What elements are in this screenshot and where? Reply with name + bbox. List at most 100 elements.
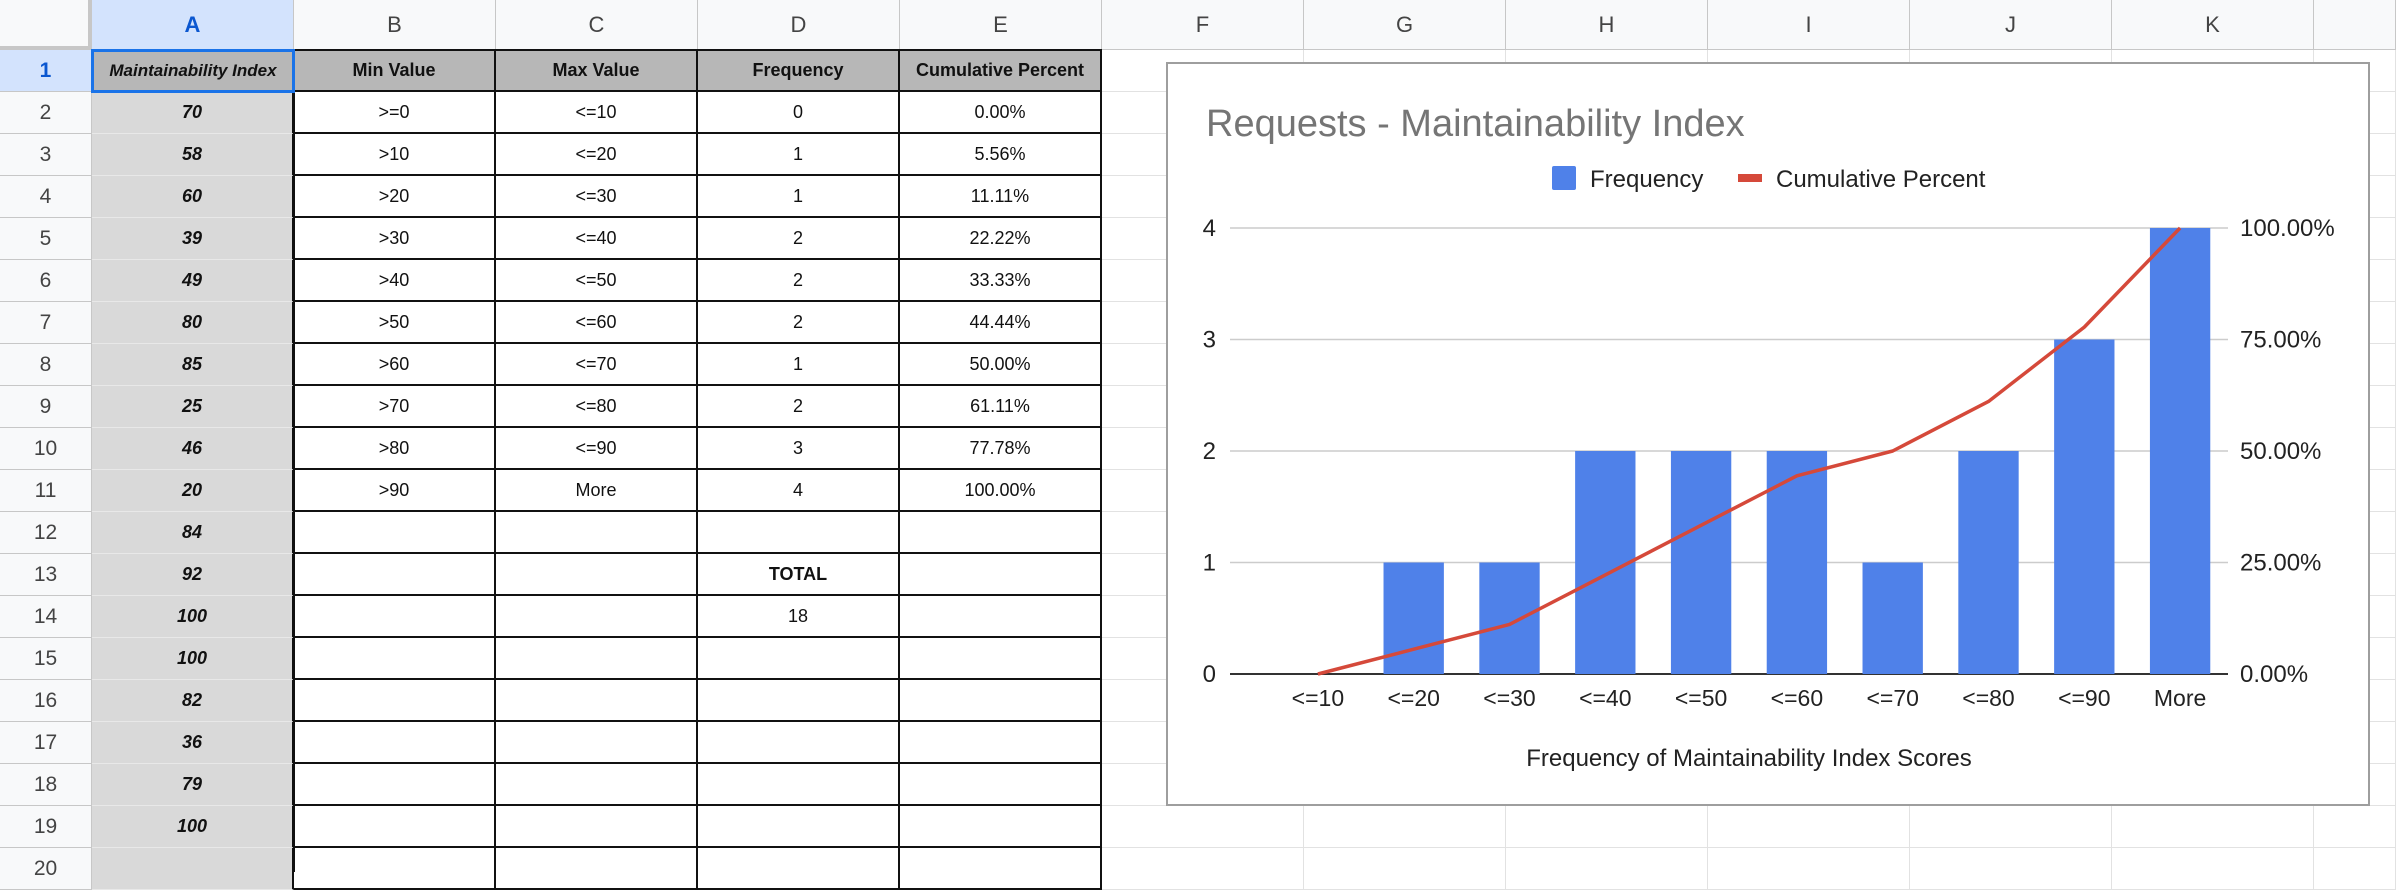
row-header-8[interactable]: 8 bbox=[0, 344, 92, 386]
table-cell-empty[interactable] bbox=[900, 554, 1102, 596]
table-cell-empty[interactable] bbox=[900, 512, 1102, 554]
row-header-7[interactable]: 7 bbox=[0, 302, 92, 344]
column-header-a[interactable]: A bbox=[92, 0, 294, 50]
cell-a-value[interactable]: 100 bbox=[92, 596, 294, 638]
table-cell-empty[interactable] bbox=[294, 722, 496, 764]
cell-a-value[interactable]: 36 bbox=[92, 722, 294, 764]
table-cell[interactable]: 5.56% bbox=[900, 134, 1102, 176]
table-cell[interactable]: 44.44% bbox=[900, 302, 1102, 344]
table-cell-empty[interactable] bbox=[294, 512, 496, 554]
cell-a-value[interactable]: 82 bbox=[92, 680, 294, 722]
table-cell[interactable]: <=20 bbox=[496, 134, 698, 176]
table-cell[interactable]: >30 bbox=[294, 218, 496, 260]
grid-cell[interactable] bbox=[1910, 806, 2112, 848]
column-header-h[interactable]: H bbox=[1506, 0, 1708, 50]
table-cell-empty[interactable] bbox=[496, 848, 698, 890]
table-header-cell[interactable]: Frequency bbox=[698, 50, 900, 92]
row-header-19[interactable]: 19 bbox=[0, 806, 92, 848]
table-cell-empty[interactable] bbox=[900, 848, 1102, 890]
column-header-c[interactable]: C bbox=[496, 0, 698, 50]
table-cell-empty[interactable] bbox=[294, 848, 496, 890]
cell-a-value[interactable]: 39 bbox=[92, 218, 294, 260]
table-cell[interactable]: >40 bbox=[294, 260, 496, 302]
table-cell[interactable]: >10 bbox=[294, 134, 496, 176]
cell-a-value[interactable]: 58 bbox=[92, 134, 294, 176]
table-cell[interactable]: 1 bbox=[698, 176, 900, 218]
table-cell[interactable]: >90 bbox=[294, 470, 496, 512]
cell-a-value[interactable]: 46 bbox=[92, 428, 294, 470]
table-cell-empty[interactable] bbox=[900, 764, 1102, 806]
grid-cell[interactable] bbox=[1102, 806, 1304, 848]
cell-a-value[interactable]: 84 bbox=[92, 512, 294, 554]
table-cell[interactable]: >60 bbox=[294, 344, 496, 386]
table-header-cell[interactable]: Max Value bbox=[496, 50, 698, 92]
table-cell[interactable]: >50 bbox=[294, 302, 496, 344]
table-cell[interactable]: <=40 bbox=[496, 218, 698, 260]
table-cell[interactable]: <=60 bbox=[496, 302, 698, 344]
cell-a-value[interactable]: 70 bbox=[92, 92, 294, 134]
table-cell[interactable]: 33.33% bbox=[900, 260, 1102, 302]
table-cell-empty[interactable] bbox=[496, 512, 698, 554]
column-header-d[interactable]: D bbox=[698, 0, 900, 50]
table-cell[interactable]: >70 bbox=[294, 386, 496, 428]
table-cell-empty[interactable] bbox=[496, 638, 698, 680]
table-cell-empty[interactable] bbox=[698, 512, 900, 554]
table-cell[interactable]: 0 bbox=[698, 92, 900, 134]
grid-cell[interactable] bbox=[1102, 848, 1304, 890]
cell-a1-header[interactable]: Maintainability Index bbox=[92, 50, 294, 92]
grid-cell[interactable] bbox=[1304, 806, 1506, 848]
table-cell[interactable]: <=10 bbox=[496, 92, 698, 134]
table-cell[interactable]: 2 bbox=[698, 218, 900, 260]
table-cell[interactable]: 1 bbox=[698, 344, 900, 386]
table-cell-empty[interactable] bbox=[698, 848, 900, 890]
table-cell-empty[interactable] bbox=[294, 680, 496, 722]
table-cell-empty[interactable] bbox=[900, 638, 1102, 680]
table-cell-empty[interactable] bbox=[698, 722, 900, 764]
row-header-20[interactable]: 20 bbox=[0, 848, 92, 890]
cell-a-value[interactable]: 25 bbox=[92, 386, 294, 428]
table-cell-empty[interactable] bbox=[496, 596, 698, 638]
table-cell[interactable]: 0.00% bbox=[900, 92, 1102, 134]
table-cell[interactable]: <=90 bbox=[496, 428, 698, 470]
table-cell[interactable]: 50.00% bbox=[900, 344, 1102, 386]
table-cell-empty[interactable] bbox=[496, 806, 698, 848]
column-header-i[interactable]: I bbox=[1708, 0, 1910, 50]
table-cell-empty[interactable] bbox=[698, 806, 900, 848]
cell-a-value[interactable]: 85 bbox=[92, 344, 294, 386]
grid-cell[interactable] bbox=[1506, 806, 1708, 848]
table-cell-empty[interactable] bbox=[900, 596, 1102, 638]
row-header-5[interactable]: 5 bbox=[0, 218, 92, 260]
table-cell[interactable]: 1 bbox=[698, 134, 900, 176]
cell-a-value[interactable]: 80 bbox=[92, 302, 294, 344]
cell-a-value[interactable]: 60 bbox=[92, 176, 294, 218]
table-cell-empty[interactable] bbox=[496, 722, 698, 764]
cell-a-value[interactable]: 100 bbox=[92, 638, 294, 680]
grid-cell[interactable] bbox=[1506, 848, 1708, 890]
table-cell[interactable]: >20 bbox=[294, 176, 496, 218]
row-header-17[interactable]: 17 bbox=[0, 722, 92, 764]
table-cell-empty[interactable] bbox=[294, 806, 496, 848]
table-cell[interactable]: 100.00% bbox=[900, 470, 1102, 512]
total-label[interactable]: TOTAL bbox=[698, 554, 900, 596]
row-header-4[interactable]: 4 bbox=[0, 176, 92, 218]
cell-a-value[interactable]: 92 bbox=[92, 554, 294, 596]
table-cell[interactable]: <=80 bbox=[496, 386, 698, 428]
table-cell-empty[interactable] bbox=[900, 722, 1102, 764]
table-cell[interactable]: 22.22% bbox=[900, 218, 1102, 260]
column-header-k[interactable]: K bbox=[2112, 0, 2314, 50]
table-cell-empty[interactable] bbox=[294, 596, 496, 638]
table-cell[interactable]: 2 bbox=[698, 260, 900, 302]
table-cell[interactable]: <=30 bbox=[496, 176, 698, 218]
row-header-11[interactable]: 11 bbox=[0, 470, 92, 512]
row-header-15[interactable]: 15 bbox=[0, 638, 92, 680]
table-cell-empty[interactable] bbox=[294, 764, 496, 806]
total-value[interactable]: 18 bbox=[698, 596, 900, 638]
cell-a-value[interactable]: 79 bbox=[92, 764, 294, 806]
row-header-1[interactable]: 1 bbox=[0, 50, 92, 92]
cell-a-value[interactable]: 20 bbox=[92, 470, 294, 512]
grid-cell[interactable] bbox=[1708, 848, 1910, 890]
table-header-cell[interactable]: Min Value bbox=[294, 50, 496, 92]
row-header-3[interactable]: 3 bbox=[0, 134, 92, 176]
grid-cell[interactable] bbox=[2314, 848, 2396, 890]
row-header-10[interactable]: 10 bbox=[0, 428, 92, 470]
